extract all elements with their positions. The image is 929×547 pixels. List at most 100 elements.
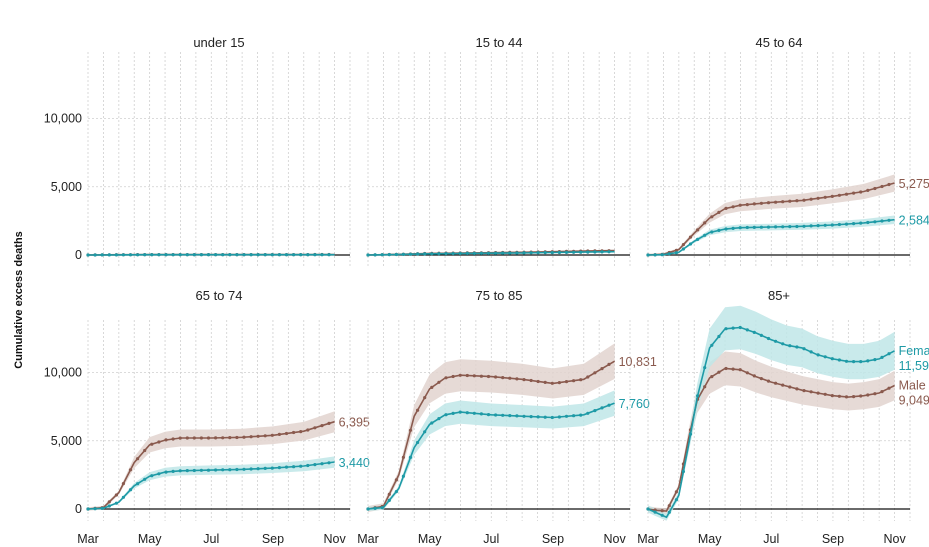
female-data-point (873, 220, 877, 224)
male-data-point (306, 428, 310, 432)
male-data-point (572, 379, 576, 383)
male-data-point (522, 378, 526, 382)
male-data-point (536, 379, 540, 384)
female-data-point (710, 343, 714, 347)
female-data-point (696, 237, 700, 241)
male-data-point (844, 192, 849, 196)
female-data-point (660, 513, 664, 517)
female-confidence-band (368, 390, 615, 512)
male-data-point (557, 381, 562, 385)
female-data-point (688, 242, 693, 246)
female-data-point (313, 463, 317, 467)
male-data-point (774, 381, 778, 385)
female-data-point (451, 252, 455, 256)
female-data-point (681, 469, 686, 474)
female-data-point (550, 251, 554, 255)
female-data-point (150, 474, 154, 478)
male-data-point (802, 198, 806, 202)
female-data-point (564, 250, 569, 254)
female-data-point (472, 251, 476, 255)
male-data-point (809, 390, 813, 394)
female-data-point (802, 347, 806, 351)
male-data-point (795, 199, 799, 203)
x-tick-label: Mar (77, 532, 99, 546)
male-data-point (837, 394, 842, 398)
female-data-point (387, 498, 391, 502)
male-data-point (458, 373, 462, 377)
female-data-point (724, 327, 728, 331)
panel-5: 75 to 85 Mar May Jul Sep Nov 10,831 7,760 (357, 288, 657, 546)
female-data-point (249, 467, 253, 471)
male-data-point (394, 478, 398, 482)
female-data-point (171, 469, 175, 473)
male-data-point (437, 380, 441, 384)
male-data-point (277, 432, 281, 436)
female-data-point (866, 359, 870, 363)
female-data-point (430, 252, 434, 256)
female-data-point (157, 253, 161, 257)
male-data-point (515, 377, 519, 381)
male-data-point (660, 509, 664, 513)
male-data-point (724, 206, 728, 210)
female-data-point (823, 355, 827, 359)
female-data-point (522, 251, 526, 255)
female-data-point (703, 233, 707, 237)
female-data-point (150, 253, 154, 257)
female-data-point (816, 224, 820, 228)
female-data-point (515, 414, 519, 418)
male-data-point (178, 436, 182, 440)
female-data-point (284, 253, 289, 257)
male-data-point (423, 396, 427, 400)
female-data-point (579, 413, 583, 417)
female-data-point (86, 253, 90, 257)
female-data-point (143, 253, 147, 257)
male-data-point (873, 392, 877, 396)
female-data-point (745, 225, 749, 230)
x-tick-label: Nov (323, 532, 346, 546)
male-data-point (228, 436, 232, 440)
female-data-point (710, 230, 714, 234)
female-data-point (653, 510, 657, 514)
male-data-point (710, 215, 714, 219)
male-data-point (284, 431, 289, 436)
male-data-point (235, 435, 239, 440)
male-data-point (136, 457, 140, 461)
male-series-line (647, 367, 895, 512)
y-axis-title: Cumulative excess deaths (13, 231, 25, 369)
female-end-label: 3,440 (339, 456, 370, 470)
male-data-point (759, 201, 764, 205)
male-data-point (206, 436, 211, 440)
female-data-point (366, 253, 370, 257)
male-end-label: Male 9,049 (899, 378, 929, 407)
female-data-point (586, 250, 590, 254)
female-data-point (536, 251, 540, 255)
male-data-point (788, 199, 792, 203)
female-data-point (93, 253, 97, 257)
female-data-point (299, 464, 303, 468)
male-data-point (717, 210, 721, 214)
male-data-point (479, 374, 483, 378)
male-data-point (674, 248, 679, 252)
male-data-point (731, 367, 735, 371)
male-data-point (887, 386, 891, 390)
male-data-point (256, 434, 260, 438)
female-data-point (731, 226, 735, 230)
female-data-point (437, 252, 441, 256)
male-data-point (313, 426, 317, 430)
male-data-point (731, 205, 735, 209)
female-data-point (674, 498, 679, 502)
y-tick-label: 0 (75, 248, 82, 262)
female-data-point (185, 469, 189, 473)
panel-4: 65 to 74 0 5,000 10,000 Mar May Jul Sep Nov 6,395… (44, 288, 370, 546)
female-data-point (738, 226, 742, 230)
male-data-point (214, 436, 218, 440)
male-data-point (564, 380, 569, 384)
x-tick-label: Nov (603, 532, 626, 546)
male-confidence-band (368, 343, 615, 512)
x-tick-label: Nov (883, 532, 906, 546)
female-data-point (192, 253, 196, 257)
male-data-point (401, 455, 405, 459)
female-data-point (270, 466, 274, 470)
female-data-point (408, 455, 413, 459)
